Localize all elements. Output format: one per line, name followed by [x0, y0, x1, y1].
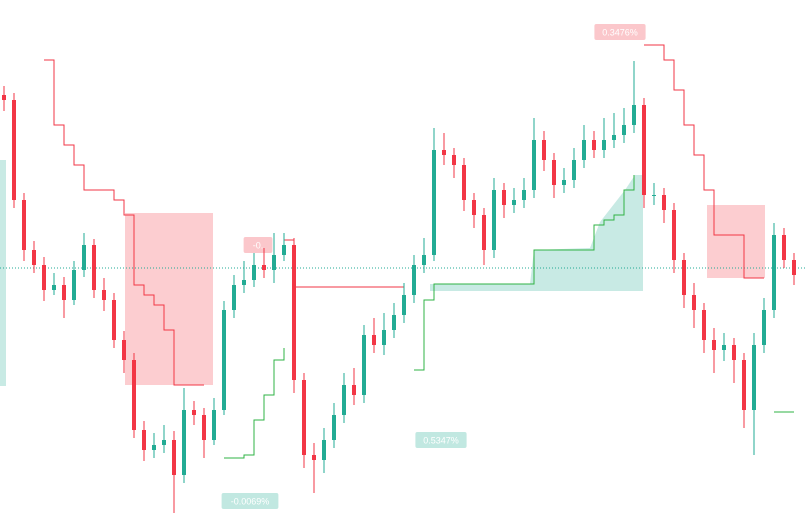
candle-body [572, 160, 576, 180]
label-text: -0. [253, 240, 264, 250]
candle-body [662, 195, 666, 210]
label-text: -0.0069% [231, 496, 270, 506]
candle-body [792, 260, 796, 275]
candle-body [582, 140, 586, 160]
candle-body [242, 280, 246, 285]
candle-body [62, 285, 66, 300]
candle-body [712, 340, 716, 350]
candle-body [212, 410, 216, 440]
candle-body [452, 155, 456, 165]
candle-body [22, 200, 26, 250]
candle-body [532, 140, 536, 190]
candle-body [562, 180, 566, 185]
candle-body [742, 360, 746, 410]
candle-body [472, 200, 476, 215]
fills [0, 160, 765, 386]
resistance-zone [125, 213, 213, 385]
candle-body [132, 360, 136, 430]
candle-body [202, 415, 206, 440]
candle-body [372, 335, 376, 345]
candle-body [432, 150, 436, 255]
candle-body [702, 310, 706, 340]
candle-body [82, 245, 86, 270]
candle-body [12, 100, 16, 200]
candle-body [252, 265, 256, 280]
label-box [243, 237, 273, 253]
candle-body [552, 160, 556, 185]
label-text: 0.5347% [423, 435, 459, 445]
candle-body [32, 250, 36, 265]
candle-body [722, 345, 726, 350]
label-box [594, 24, 646, 40]
candle-body [262, 265, 266, 270]
candle-body [172, 440, 176, 475]
candle-body [782, 235, 786, 260]
candle-body [732, 345, 736, 360]
candle-body [322, 440, 326, 460]
candle-body [102, 290, 106, 300]
candle-body [312, 455, 316, 460]
candle-body [412, 265, 416, 295]
candle-body [292, 245, 296, 380]
candle-body [302, 380, 306, 455]
candle-body [92, 245, 96, 290]
candle-body [362, 335, 366, 395]
candle-body [332, 415, 336, 440]
candle-body [752, 345, 756, 410]
annotations: 0.3476% -0.0069% 0.5347% -0. [221, 24, 646, 509]
candle-body [492, 190, 496, 250]
candle-body [112, 300, 116, 340]
candle-body [762, 310, 766, 345]
candle-body [142, 430, 146, 450]
candle-body [192, 410, 196, 415]
candle-body [512, 200, 516, 205]
candle-body [52, 285, 56, 290]
candle-body [352, 385, 356, 395]
candle-body [122, 340, 126, 360]
candle-body [462, 165, 466, 200]
support-zone [430, 175, 643, 291]
candle-body [42, 265, 46, 290]
candle-body [232, 285, 236, 310]
candle-body [482, 215, 486, 250]
candle-body [632, 105, 636, 125]
candle-body [402, 295, 406, 315]
candle-body [72, 270, 76, 300]
candle-body [692, 295, 696, 310]
candle-body [392, 315, 396, 330]
candle-body [602, 140, 606, 150]
candle-body [382, 330, 386, 345]
candle-body [672, 210, 676, 260]
candle-body [642, 105, 646, 195]
candle-body [652, 195, 656, 196]
label-box [415, 432, 467, 448]
candle-body [592, 140, 596, 150]
band-line [224, 175, 794, 459]
candle-body [162, 440, 166, 445]
candle-body [2, 95, 6, 100]
label-text: 0.3476% [602, 27, 638, 37]
candle-body [272, 255, 276, 270]
candle-body [182, 410, 186, 475]
candle-body [342, 385, 346, 415]
candle-body [772, 235, 776, 310]
label-box [221, 493, 279, 509]
candle-body [152, 445, 156, 450]
candle-body [612, 135, 616, 140]
candle-body [442, 150, 446, 155]
candle-body [682, 260, 686, 295]
support-zone [0, 160, 6, 386]
candle-body [282, 245, 286, 255]
candle-body [422, 255, 426, 265]
candle-body [522, 190, 526, 200]
candle-body [622, 125, 626, 135]
candle-body [542, 140, 546, 160]
candle-body [222, 310, 226, 410]
candle-body [502, 190, 506, 205]
resistance-zone [707, 205, 765, 278]
